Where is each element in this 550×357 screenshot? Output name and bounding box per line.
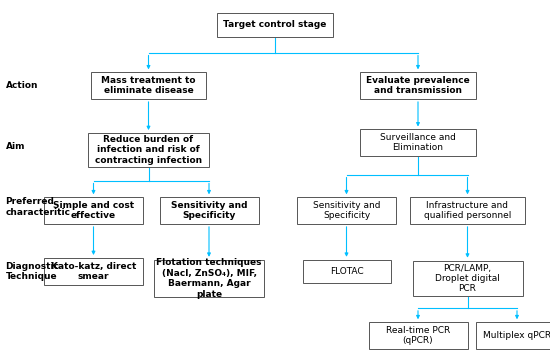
Text: Simple and cost
effective: Simple and cost effective bbox=[53, 201, 134, 220]
Text: Action: Action bbox=[6, 81, 38, 90]
FancyBboxPatch shape bbox=[360, 72, 476, 99]
FancyBboxPatch shape bbox=[154, 260, 264, 297]
Text: Sensitivity and
Specificity: Sensitivity and Specificity bbox=[313, 201, 380, 220]
FancyBboxPatch shape bbox=[88, 133, 209, 167]
Text: Infrastructure and
qualified personnel: Infrastructure and qualified personnel bbox=[424, 201, 511, 220]
Text: Mass treatment to
eliminate disease: Mass treatment to eliminate disease bbox=[101, 76, 196, 95]
Text: Diagnostic
Technique: Diagnostic Technique bbox=[6, 262, 59, 281]
Text: Preferred
characteritic: Preferred characteritic bbox=[6, 197, 70, 217]
Text: Sensitivity and
Specificity: Sensitivity and Specificity bbox=[170, 201, 248, 220]
FancyBboxPatch shape bbox=[44, 258, 143, 285]
Text: Flotation techniques
(Nacl, ZnSO₄), MIF,
Baermann, Agar
plate: Flotation techniques (Nacl, ZnSO₄), MIF,… bbox=[156, 258, 262, 298]
Text: Multiplex qPCR: Multiplex qPCR bbox=[483, 331, 550, 340]
FancyBboxPatch shape bbox=[302, 260, 390, 283]
Text: FLOTAC: FLOTAC bbox=[329, 267, 364, 276]
FancyBboxPatch shape bbox=[297, 197, 396, 224]
Text: PCR/LAMP,
Droplet digital
PCR: PCR/LAMP, Droplet digital PCR bbox=[435, 263, 500, 293]
FancyBboxPatch shape bbox=[476, 322, 550, 349]
Text: Evaluate prevalence
and transmission: Evaluate prevalence and transmission bbox=[366, 76, 470, 95]
FancyBboxPatch shape bbox=[412, 261, 522, 296]
FancyBboxPatch shape bbox=[160, 197, 258, 224]
FancyBboxPatch shape bbox=[368, 322, 468, 349]
Text: Real-time PCR
(qPCR): Real-time PCR (qPCR) bbox=[386, 326, 450, 345]
Text: Target control stage: Target control stage bbox=[223, 20, 327, 30]
Text: Surveillance and
Elimination: Surveillance and Elimination bbox=[380, 133, 456, 152]
FancyBboxPatch shape bbox=[44, 197, 143, 224]
Text: Kato-katz, direct
smear: Kato-katz, direct smear bbox=[51, 262, 136, 281]
FancyBboxPatch shape bbox=[91, 72, 206, 99]
FancyBboxPatch shape bbox=[360, 130, 476, 156]
FancyBboxPatch shape bbox=[410, 197, 525, 224]
Text: Reduce burden of
infection and risk of
contracting infection: Reduce burden of infection and risk of c… bbox=[95, 135, 202, 165]
Text: Aim: Aim bbox=[6, 142, 25, 151]
FancyBboxPatch shape bbox=[217, 13, 333, 36]
